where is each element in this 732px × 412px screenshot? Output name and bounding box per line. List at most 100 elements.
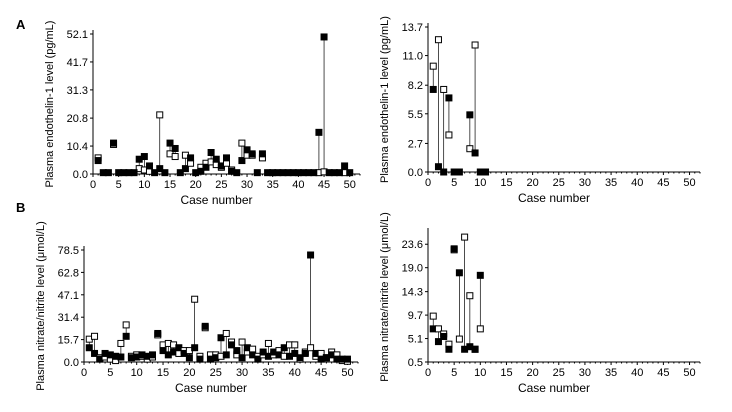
open-square-point — [471, 41, 479, 49]
x-tick-label: 10 — [474, 177, 486, 189]
open-square-point — [307, 344, 315, 352]
x-axis-label: Case number — [180, 193, 252, 207]
open-square-point — [466, 145, 474, 153]
filled-square-point — [191, 344, 199, 352]
open-square-point — [117, 339, 125, 347]
x-tick-label: 45 — [657, 177, 669, 189]
x-tick-label: 30 — [236, 367, 248, 379]
x-tick-label: 15 — [164, 179, 176, 191]
x-tick-label: 45 — [315, 367, 327, 379]
filled-square-point — [440, 333, 448, 341]
x-tick-label: 35 — [605, 177, 617, 189]
y-tick-label: 8.2 — [408, 80, 423, 92]
baseline-point — [104, 169, 112, 177]
baseline-point — [335, 169, 343, 177]
filled-square-point — [238, 157, 246, 165]
filled-square-point — [434, 163, 442, 171]
x-tick-label: 35 — [267, 179, 279, 191]
open-square-point — [91, 332, 99, 340]
x-tick-label: 10 — [131, 367, 143, 379]
x-tick-label: 0 — [90, 179, 96, 191]
filled-square-point — [187, 154, 195, 162]
open-square-point — [429, 312, 437, 320]
filled-square-point — [196, 355, 204, 363]
y-tick-label: 0.0 — [64, 357, 79, 369]
filled-square-point — [140, 153, 148, 161]
panel-label-a: A — [16, 17, 26, 32]
filled-square-point — [445, 94, 453, 102]
x-tick-label: 50 — [344, 179, 356, 191]
y-axis-label: Plasma nitrate/nitrite level (μmol/L) — [35, 221, 47, 391]
filled-square-point — [91, 349, 99, 357]
filled-square-point — [307, 251, 315, 259]
open-square-point — [291, 341, 299, 349]
x-tick-label: 25 — [210, 367, 222, 379]
y-tick-label: 41.7 — [67, 57, 88, 69]
filled-square-point — [122, 332, 130, 340]
y-tick-label: 14.3 — [402, 287, 423, 299]
x-tick-label: 35 — [605, 367, 617, 379]
filled-square-point — [94, 157, 102, 165]
y-tick-label: 23.6 — [402, 239, 423, 251]
filled-square-point — [243, 146, 251, 154]
y-tick-label: 0.5 — [408, 357, 423, 369]
filled-square-point — [207, 149, 215, 157]
open-square-point — [222, 329, 230, 337]
filled-square-point — [217, 334, 225, 342]
filled-square-point — [258, 150, 266, 158]
y-tick-label: 5.5 — [408, 109, 423, 121]
open-square-point — [191, 295, 199, 303]
x-axis-label: Case number — [175, 381, 247, 395]
open-square-point — [238, 139, 246, 147]
filled-square-point — [254, 355, 262, 363]
filled-square-point — [154, 329, 162, 337]
x-tick-label: 25 — [215, 179, 227, 191]
baseline-point — [130, 169, 138, 177]
baseline-point — [455, 168, 463, 176]
filled-square-point — [201, 322, 209, 330]
panel-label-b: B — [16, 200, 26, 215]
baseline-point — [176, 169, 184, 177]
y-tick-label: 2.7 — [408, 138, 423, 150]
x-tick-label: 5 — [451, 367, 457, 379]
filled-square-point — [223, 154, 230, 162]
filled-square-point — [181, 165, 189, 173]
filled-square-point — [110, 139, 118, 147]
y-tick-label: 47.1 — [58, 290, 79, 302]
x-tick-label: 25 — [553, 367, 565, 379]
open-square-point — [440, 85, 448, 93]
filled-square-point — [248, 150, 256, 158]
x-tick-label: 50 — [683, 367, 695, 379]
filled-square-point — [301, 349, 309, 357]
x-tick-label: 10 — [474, 367, 486, 379]
y-axis-label: Plasma endothelin-1 level (pg/mL) — [379, 16, 391, 183]
x-tick-label: 40 — [631, 367, 643, 379]
y-tick-label: 19.0 — [402, 263, 423, 275]
open-square-point — [238, 338, 246, 346]
open-square-point — [445, 131, 453, 139]
filled-square-point — [171, 144, 179, 152]
y-tick-label: 15.7 — [58, 335, 79, 347]
y-axis-label: Plasma nitrate/nitrite level (μmol/L) — [379, 212, 391, 382]
open-square-point — [264, 339, 272, 347]
y-tick-label: 0.0 — [408, 167, 423, 179]
open-square-point — [466, 292, 474, 300]
filled-square-point — [117, 353, 125, 361]
y-tick-label: 5.1 — [408, 334, 423, 346]
filled-square-point — [85, 344, 93, 352]
filled-square-point — [166, 139, 174, 147]
filled-square-point — [145, 162, 153, 170]
x-tick-label: 40 — [631, 177, 643, 189]
y-tick-label: 52.1 — [67, 29, 88, 41]
x-axis-label: Case number — [518, 191, 590, 205]
x-axis-label: Case number — [518, 381, 590, 395]
baseline-point — [233, 169, 241, 177]
x-tick-label: 15 — [500, 177, 512, 189]
filled-square-point — [476, 271, 484, 279]
y-tick-label: 78.5 — [58, 245, 79, 257]
x-tick-label: 40 — [292, 179, 304, 191]
x-tick-label: 25 — [553, 177, 565, 189]
